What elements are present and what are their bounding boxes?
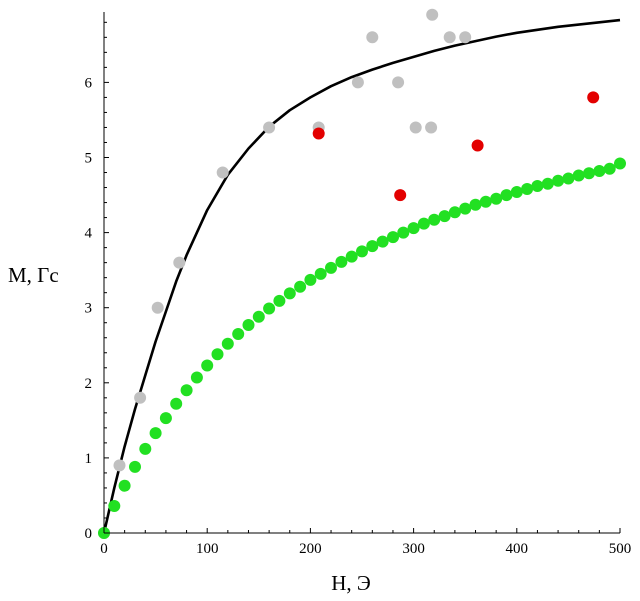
green-data-point [376,235,389,248]
green-data-point [510,186,523,198]
green-data-point [170,397,183,410]
green-data-point [593,165,606,177]
chart-marks [98,8,626,539]
green-data-point [387,231,399,244]
green-data-point [521,183,534,195]
y-tick-label: 1 [85,451,93,467]
gray-data-point [392,76,405,89]
green-data-point [459,202,472,215]
green-data-point [263,302,276,315]
green-data-point [583,167,595,180]
gray-data-point [351,76,364,89]
green-data-point [356,245,368,258]
green-data-point [345,250,358,263]
green-data-point [273,294,286,307]
y-tick-label: 0 [85,526,93,542]
y-tick-label: 2 [85,376,93,392]
gray-data-point [134,391,147,404]
green-data-point [149,427,162,440]
green-data-point [562,172,575,185]
y-tick-label: 3 [85,301,93,317]
green-data-point [118,479,131,492]
green-data-point [108,500,121,512]
x-axis-label: H, Э [331,571,371,595]
gray-data-point [425,121,438,134]
green-data-point [469,198,482,211]
gray-data-point [426,8,439,21]
x-tick-label: 300 [402,541,425,557]
green-data-point [572,169,585,182]
y-axis-label: M, Гс [8,263,59,287]
green-data-point [490,192,503,205]
green-data-point [428,213,441,226]
y-tick-label: 4 [85,226,93,242]
green-data-point [252,310,265,323]
green-data-point [500,189,513,202]
green-data-point [438,210,451,223]
green-data-point [242,319,255,331]
red-data-point [471,139,484,152]
green-data-point [201,359,214,372]
green-data-point [304,273,317,286]
green-data-point [325,261,337,274]
y-tick-label: 5 [85,151,93,167]
x-tick-label: 100 [196,541,219,557]
green-data-point [603,162,616,175]
green-data-point [552,174,565,187]
green-data-point [335,255,348,268]
gray-data-point [366,31,379,44]
y-tick-label: 6 [85,75,93,91]
red-data-point [394,189,407,202]
red-data-point [312,127,325,140]
green-data-point [221,337,234,350]
green-data-point [531,180,544,192]
green-data-point [614,157,626,170]
green-data-point [366,240,379,253]
gray-data-point [443,31,456,44]
green-data-point [541,177,554,190]
green-data-point [129,460,141,473]
green-data-point [139,442,152,455]
green-data-point [479,195,492,208]
green-data-point [294,280,307,293]
x-tick-label: 0 [100,541,108,557]
green-data-point [190,371,203,384]
green-data-point [180,384,193,397]
green-data-point [397,226,410,239]
gray-data-point [263,121,276,134]
gray-data-point [216,166,229,179]
green-data-point [417,217,430,230]
green-data-point [314,267,327,280]
green-data-point [448,206,461,219]
gray-data-point [459,31,472,44]
green-data-point [283,287,296,300]
chart-axes: 0 100 200 300 400 500 0 1 2 3 4 5 6 [85,12,632,557]
gray-data-point [151,301,164,314]
fit-curve-line [102,18,621,534]
gray-data-point [173,256,186,269]
green-data-point [159,412,172,425]
red-data-point [587,91,600,104]
x-tick-label: 200 [299,541,322,557]
gray-data-point [409,121,422,134]
green-data-point [232,328,245,340]
x-tick-label: 500 [609,541,632,557]
green-data-point [211,348,224,361]
x-tick-label: 400 [506,541,529,557]
green-data-point [407,222,420,235]
gray-data-point [113,459,126,472]
